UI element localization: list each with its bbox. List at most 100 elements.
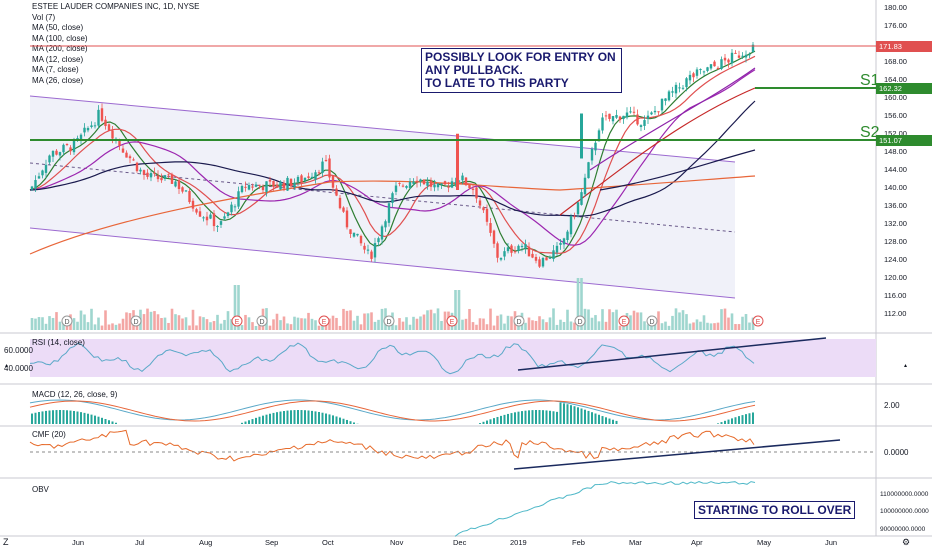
candle-body [548, 257, 552, 259]
candle-body [650, 112, 653, 115]
volume-bar [737, 324, 741, 330]
macd-histogram-bar [279, 411, 282, 424]
rsi-tick-60: 60.0000 [4, 346, 33, 355]
candle-body [534, 256, 538, 261]
entry-annotation[interactable]: POSSIBLY LOOK FOR ENTRY ON ANY PULLBACK.… [421, 48, 622, 93]
volume-bar [363, 313, 366, 330]
candle-body [286, 177, 289, 191]
macd-histogram-bar [69, 410, 72, 424]
price-tick: 124.00 [884, 255, 907, 264]
candle-body [181, 187, 184, 192]
candle-body [79, 134, 83, 141]
macd-histogram-bar [510, 413, 513, 424]
macd-histogram-bar [489, 419, 492, 424]
candle-body [601, 117, 604, 131]
price-tick: 156.00 [884, 111, 907, 120]
macd-histogram-bar [738, 416, 740, 424]
volume-bar [128, 313, 132, 330]
volume-bar [279, 320, 282, 330]
volume-bar [499, 314, 503, 330]
zoom-icon[interactable]: Z [3, 537, 9, 547]
volume-bar [709, 323, 713, 330]
candle-body [121, 148, 125, 153]
candle-body [471, 188, 475, 191]
candle-body [492, 230, 496, 244]
candle-body [34, 180, 37, 189]
candle-body [447, 186, 450, 188]
volume-bar [177, 315, 181, 330]
candle-body [48, 155, 51, 163]
event-marker-label: E [450, 319, 455, 326]
candle-body [657, 111, 660, 113]
volume-bar [506, 315, 510, 330]
candle-body [261, 186, 265, 191]
candle-body [230, 204, 233, 213]
volume-bar [247, 317, 251, 330]
volume-bar [366, 313, 370, 330]
volume-bar [83, 314, 86, 330]
macd-histogram-bar [598, 414, 600, 424]
candle-body [352, 232, 356, 237]
macd-histogram-bar [48, 410, 51, 424]
candle-body [142, 170, 146, 175]
volume-bar [695, 319, 699, 330]
macd-histogram-bar [269, 413, 271, 424]
volume-bar [510, 316, 513, 330]
candle-body [149, 173, 153, 178]
candle-body [408, 181, 412, 189]
candle-body [93, 125, 97, 127]
event-marker-label: D [516, 319, 521, 326]
volume-bar [51, 317, 55, 330]
volume-bar [482, 318, 485, 330]
event-marker [618, 315, 630, 327]
candle-body [555, 245, 559, 253]
candle-body [251, 186, 254, 188]
obv-line [454, 481, 756, 537]
volume-bar [611, 312, 615, 330]
volume-bar [72, 318, 76, 330]
volume-bar [34, 318, 37, 330]
candle-body [65, 143, 69, 145]
s2-label: S2 [860, 124, 880, 141]
volume-bar [191, 309, 195, 330]
candle-body [380, 226, 384, 240]
time-tick: Mar [629, 538, 642, 547]
expand-icon[interactable]: ▴ [904, 363, 908, 369]
candle-body [604, 115, 608, 117]
candle-body [559, 242, 562, 245]
candle-body [240, 185, 244, 193]
macd-histogram-bar [111, 421, 114, 424]
candle-body [464, 177, 468, 186]
macd-histogram-bar [514, 412, 516, 424]
roll-over-annotation[interactable]: STARTING TO ROLL OVER [694, 501, 856, 519]
time-tick: 2019 [510, 538, 527, 547]
volume-bar [548, 317, 552, 330]
volume-bar [240, 325, 244, 330]
volume-bar [230, 319, 233, 330]
volume-bar [580, 278, 583, 330]
candle-body [321, 161, 324, 174]
candle-body [678, 87, 681, 89]
expand-icon[interactable]: ▴ [5, 363, 9, 369]
volume-bar [303, 318, 307, 330]
macd-histogram-bar [108, 420, 110, 424]
macd-histogram-bar [748, 413, 751, 424]
macd-histogram-bar [66, 410, 68, 424]
candle-body [44, 164, 48, 173]
settings-icon[interactable]: ⚙ [902, 537, 911, 547]
volume-bar [590, 317, 594, 330]
time-tick: May [757, 538, 772, 547]
volume-bar [181, 318, 184, 330]
event-marker-label: D [64, 319, 69, 326]
event-marker [383, 315, 395, 327]
candle-body [58, 152, 62, 156]
symbol-title: ESTEE LAUDER COMPANIES INC, 1D, NYSE [32, 2, 200, 11]
candle-body [177, 180, 181, 190]
volume-bar [667, 325, 671, 330]
volume-bar [90, 308, 93, 330]
candle-body [293, 182, 296, 188]
candle-body [587, 162, 590, 179]
candle-body [97, 109, 100, 126]
volume-bar [751, 317, 755, 330]
